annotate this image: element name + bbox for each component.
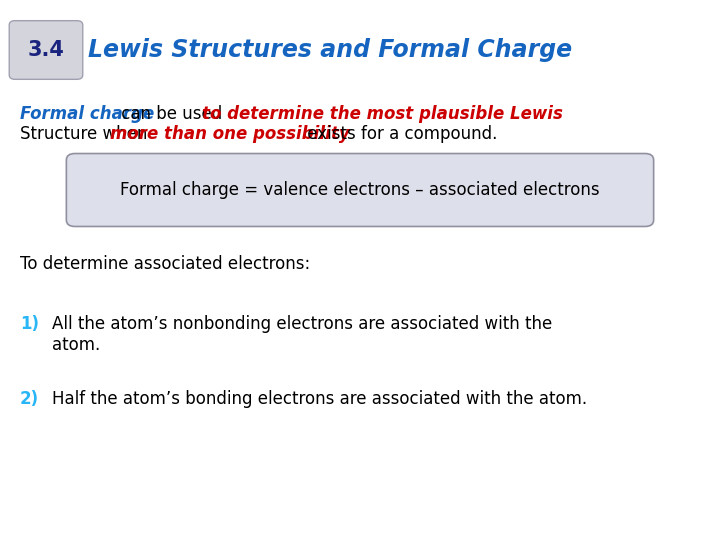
- Text: to determine the most plausible Lewis: to determine the most plausible Lewis: [202, 105, 563, 123]
- Text: Half the atom’s bonding electrons are associated with the atom.: Half the atom’s bonding electrons are as…: [52, 390, 587, 408]
- Text: 3.4: 3.4: [27, 40, 64, 60]
- Text: Structure when: Structure when: [20, 125, 153, 143]
- Text: 1): 1): [20, 315, 39, 333]
- FancyBboxPatch shape: [9, 21, 83, 79]
- Text: To determine associated electrons:: To determine associated electrons:: [20, 255, 310, 273]
- Text: Formal charge = valence electrons – associated electrons: Formal charge = valence electrons – asso…: [120, 181, 600, 199]
- Text: exists for a compound.: exists for a compound.: [302, 125, 498, 143]
- Text: atom.: atom.: [52, 336, 100, 354]
- Text: 2): 2): [20, 390, 39, 408]
- Text: Lewis Structures and Formal Charge: Lewis Structures and Formal Charge: [88, 38, 572, 62]
- FancyBboxPatch shape: [66, 153, 654, 226]
- Text: can be used: can be used: [116, 105, 228, 123]
- Text: All the atom’s nonbonding electrons are associated with the: All the atom’s nonbonding electrons are …: [52, 315, 552, 333]
- Text: more than one possibility: more than one possibility: [110, 125, 350, 143]
- Text: Formal charge: Formal charge: [20, 105, 154, 123]
